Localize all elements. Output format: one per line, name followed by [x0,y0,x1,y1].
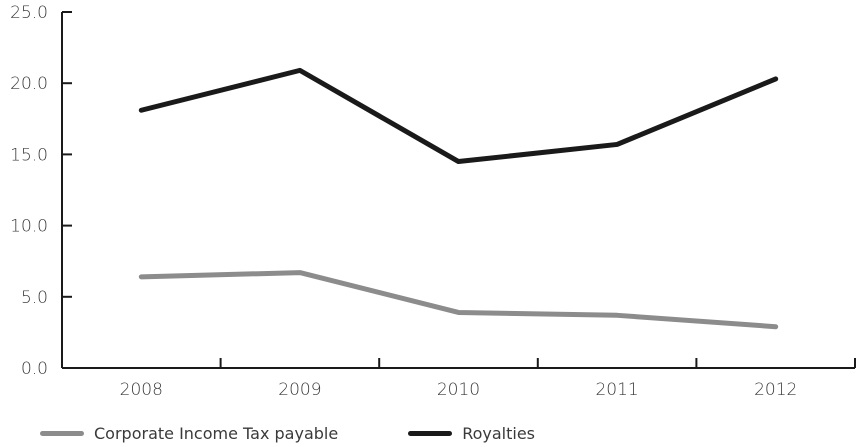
legend-swatch-royalties [408,431,453,436]
series-line-corporate-income-tax [138,270,779,330]
x-tick-label: 2011 [595,380,638,400]
legend-label-royalties: Royalties [462,424,536,443]
y-tick-label: 10.0 [10,217,48,237]
legend-item-corporate-income-tax: Corporate Income Tax payable [40,424,338,443]
legend-swatch-corporate-income-tax [40,431,84,436]
legend: Corporate Income Tax payable Royalties [40,424,605,443]
series-line-royalties [138,67,779,165]
y-tick-label: 20.0 [10,74,48,94]
y-tick-label: 25.0 [10,3,48,23]
legend-label-corporate-income-tax: Corporate Income Tax payable [94,424,339,443]
y-tick-label: 0.0 [21,359,48,379]
y-tick-label: 5.0 [21,288,48,308]
x-tick-label: 2010 [437,380,480,400]
x-tick-label: 2012 [754,380,797,400]
x-tick-label: 2008 [120,380,163,400]
legend-item-royalties: Royalties [408,424,535,443]
y-tick-label: 15.0 [10,145,48,165]
x-tick-label: 2009 [278,380,321,400]
